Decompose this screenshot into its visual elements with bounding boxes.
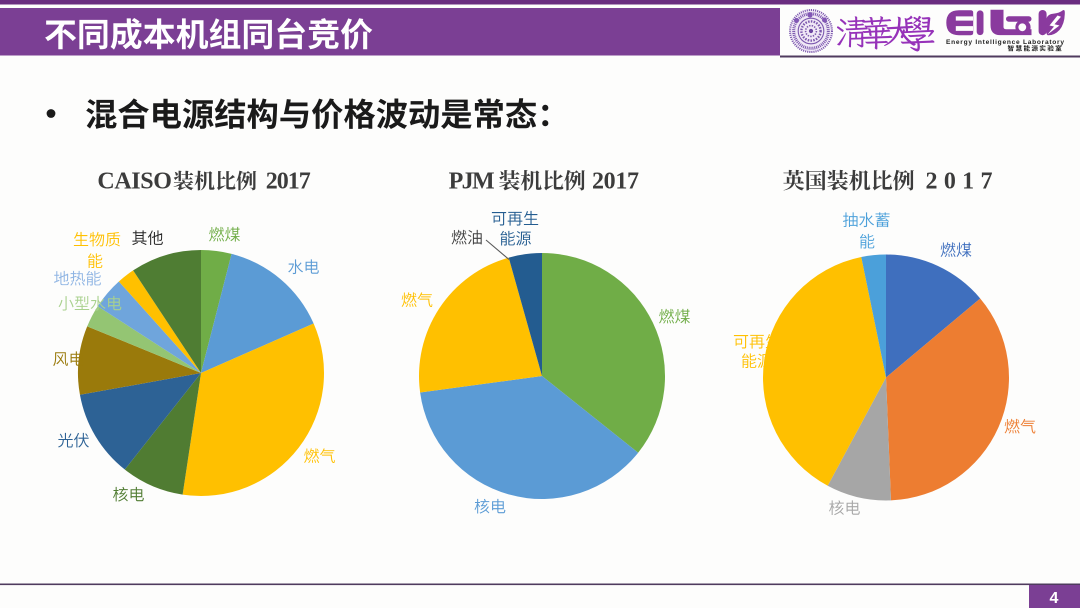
svg-text:CAISO: CAISO — [97, 169, 171, 195]
svg-text:2017: 2017 — [592, 169, 639, 195]
svg-text:4: 4 — [1050, 590, 1059, 607]
svg-text:PJM: PJM — [449, 169, 495, 195]
svg-text:2017: 2017 — [926, 169, 993, 195]
svg-text:2017: 2017 — [266, 169, 311, 195]
svg-text:Energy Intelligence Laboratory: Energy Intelligence Laboratory — [946, 39, 1064, 46]
